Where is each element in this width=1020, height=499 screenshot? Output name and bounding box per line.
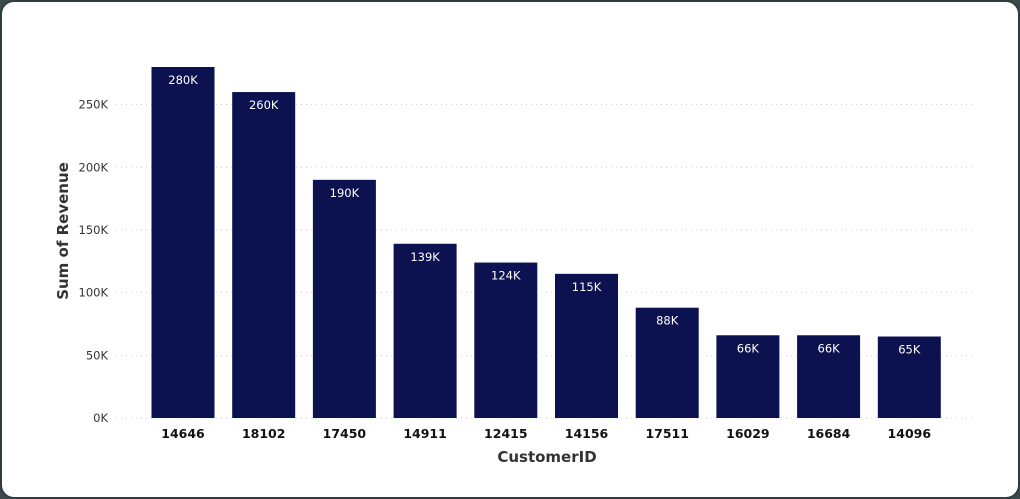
- x-tick-label-16684: 16684: [807, 426, 851, 441]
- x-tick-label-14096: 14096: [888, 426, 932, 441]
- x-tick-label-14646: 14646: [161, 426, 205, 441]
- data-label-12415: 124K: [491, 269, 521, 283]
- x-tick-label-17450: 17450: [323, 426, 367, 441]
- data-label-17511: 88K: [656, 314, 679, 328]
- data-label-16029: 66K: [737, 341, 760, 355]
- data-label-16684: 66K: [818, 341, 841, 355]
- y-tick-label: 0K: [93, 411, 108, 425]
- data-label-18102: 260K: [249, 98, 279, 112]
- x-tick-label-18102: 18102: [242, 426, 286, 441]
- bar-14156[interactable]: [555, 273, 618, 418]
- x-tick-label-17511: 17511: [645, 426, 689, 441]
- bar-12415[interactable]: [474, 262, 538, 418]
- bar-17511[interactable]: [635, 307, 699, 418]
- y-axis-ticks: 0K 50K 100K 150K 200K 250K: [79, 98, 109, 425]
- data-label-17450: 190K: [330, 186, 360, 200]
- data-label-14646: 280K: [168, 73, 198, 87]
- bar-16029[interactable]: [716, 335, 780, 418]
- y-tick-label: 150K: [79, 223, 109, 237]
- x-axis-title: CustomerID: [497, 448, 596, 466]
- y-tick-label: 200K: [79, 160, 109, 174]
- x-tick-label-12415: 12415: [484, 426, 528, 441]
- bar-14911[interactable]: [393, 243, 457, 418]
- bar-14646[interactable]: [151, 67, 215, 418]
- data-label-14096: 65K: [898, 343, 921, 357]
- bar-14096[interactable]: [877, 336, 941, 418]
- bar-17450[interactable]: [312, 179, 376, 418]
- x-tick-label-16029: 16029: [726, 426, 770, 441]
- x-tick-label-14911: 14911: [403, 426, 447, 441]
- x-axis-ticks: 14646 18102 17450 14911 12415 14156 17511 16029…: [161, 426, 931, 441]
- bar-18102[interactable]: [232, 92, 296, 419]
- y-tick-label: 100K: [79, 286, 109, 300]
- data-label-14156: 115K: [572, 280, 602, 294]
- y-axis-title: Sum of Revenue: [54, 162, 72, 300]
- data-label-14911: 139K: [410, 250, 440, 264]
- bar-16684[interactable]: [797, 335, 861, 418]
- y-tick-label: 250K: [79, 98, 109, 112]
- bars: 280K 260K 190K 139K 124K 115K 88K 66K 66K 65K: [151, 67, 941, 419]
- y-tick-label: 50K: [86, 348, 109, 362]
- x-tick-label-14156: 14156: [565, 426, 609, 441]
